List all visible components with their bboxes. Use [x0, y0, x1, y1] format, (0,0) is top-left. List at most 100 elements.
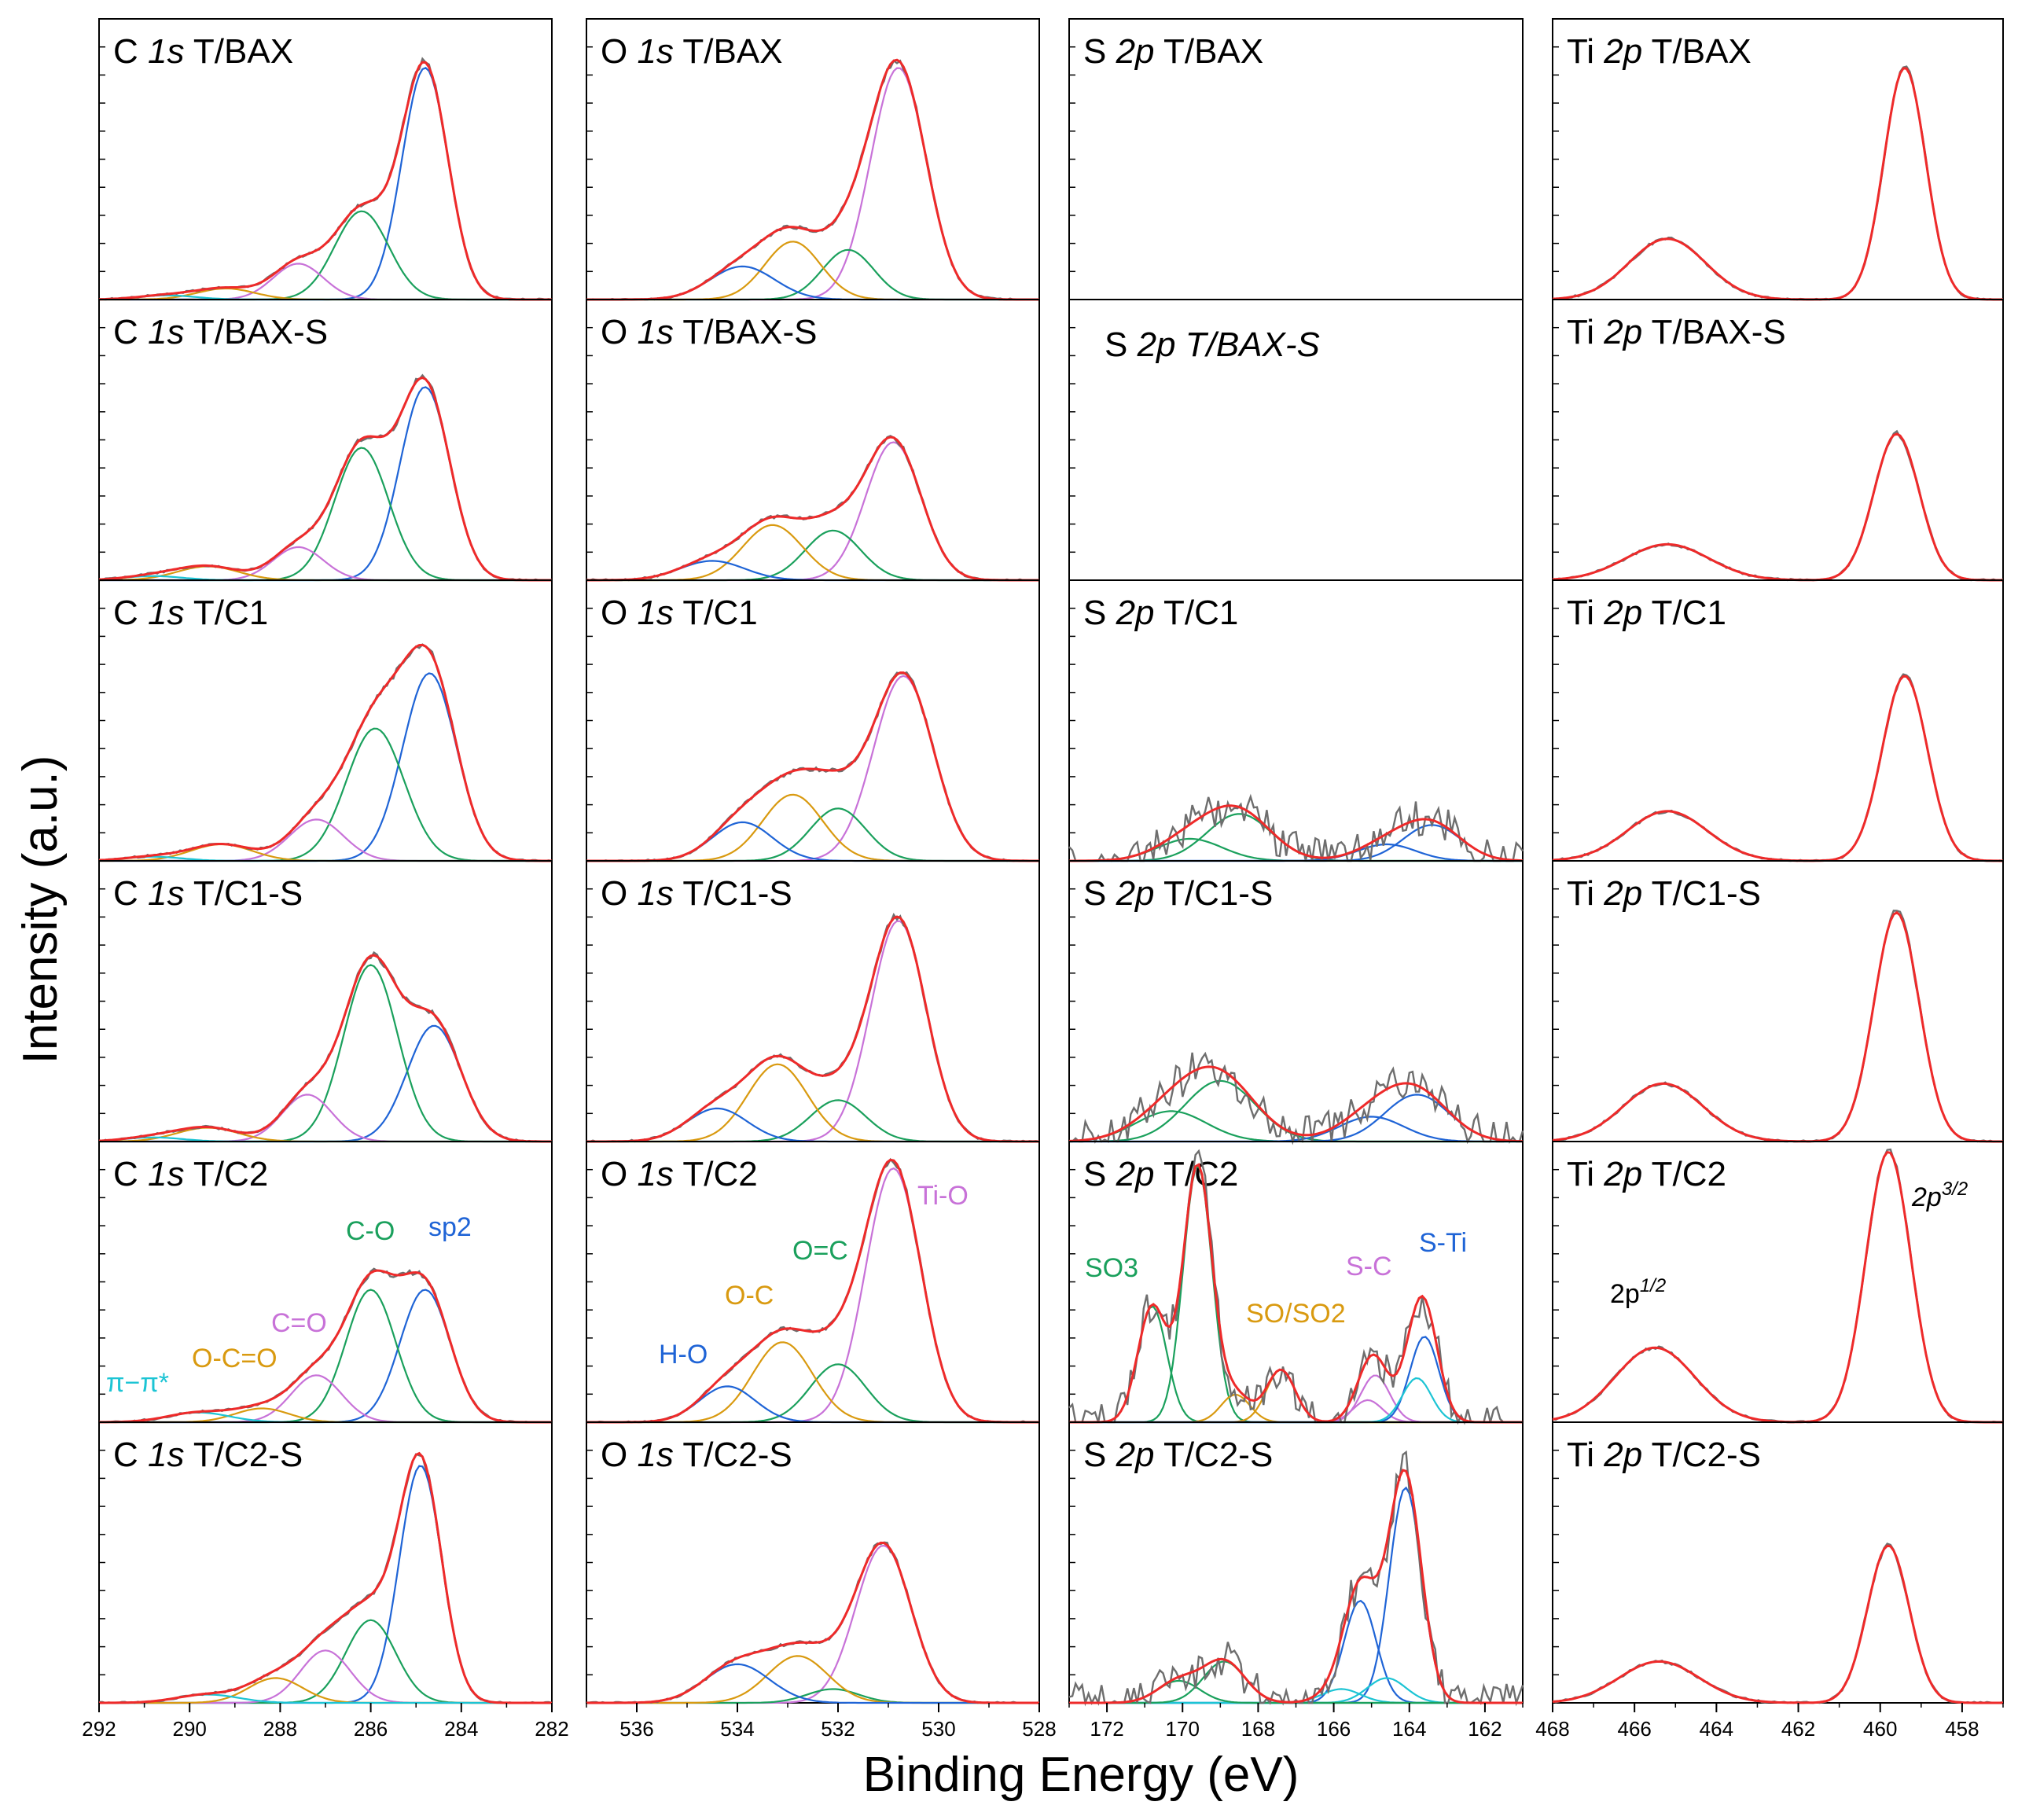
label-c-o: C-O [346, 1216, 395, 1246]
title-element: Ti [1567, 874, 1604, 913]
label-c-eq-o: C=O [271, 1308, 327, 1338]
title-element: O [601, 1436, 637, 1474]
x-tick-label: 462 [1781, 1717, 1815, 1741]
title-sample: T/C2 [1155, 1155, 1239, 1193]
title-orbital: 1s [148, 874, 184, 913]
title-orbital: 2p [1116, 594, 1155, 632]
panel-title: S 2p T/C2 [1083, 1155, 1238, 1193]
title-element: C [113, 313, 148, 351]
title-sample: T/C2-S [1155, 1436, 1274, 1474]
title-sample: T/C2-S [184, 1436, 303, 1474]
title-sample: T/C2 [1642, 1155, 1726, 1193]
panel-title: Ti 2p T/C2 [1567, 1155, 1726, 1193]
panel-title: S 2p T/C1 [1083, 594, 1238, 632]
panel-title: O 1s T/C1 [601, 594, 758, 632]
title-sample: T/C2-S [674, 1436, 792, 1474]
envelope-fit [1552, 67, 2003, 301]
envelope-fit [98, 376, 552, 582]
title-element: C [113, 874, 148, 913]
title-element: Ti [1567, 1436, 1604, 1474]
x-tick-label: 170 [1166, 1717, 1200, 1741]
title-sample: T/BAX-S [674, 313, 818, 351]
panel-ti-2p-5: Ti 2p T/C2-S [1552, 1421, 2004, 1704]
title-orbital: 1s [637, 594, 673, 632]
panel-title: S 2p T/C1-S [1083, 874, 1273, 913]
title-orbital: 1s [148, 1436, 184, 1474]
title-element: S [1083, 1436, 1116, 1474]
title-orbital: 2p [1603, 313, 1642, 351]
panel-title: O 1s T/BAX-S [601, 313, 818, 351]
x-tick-label: 288 [263, 1717, 297, 1741]
title-sample: T/C2 [674, 1155, 758, 1193]
x-tick-label: 282 [535, 1717, 568, 1741]
envelope-fit [98, 643, 552, 862]
title-orbital: 2p [1603, 32, 1642, 71]
title-element: S [1083, 1155, 1116, 1193]
panel-title: O 1s T/BAX [601, 32, 783, 71]
title-element: C [113, 1155, 148, 1193]
envelope-fit [1552, 675, 2003, 862]
title-orbital: 2p [1137, 325, 1176, 364]
envelope-fit [1552, 910, 2003, 1143]
envelope-fit [1068, 1065, 1524, 1143]
panel-title: Ti 2p T/C1 [1567, 594, 1726, 632]
title-orbital: 2p [1116, 1436, 1155, 1474]
label-2p32: 2p3/2 [1911, 1178, 1968, 1212]
x-tick-label: 168 [1241, 1717, 1275, 1741]
title-element: Ti [1567, 1155, 1604, 1193]
title-element: C [113, 32, 148, 71]
panel-title: C 1s T/C2 [113, 1155, 268, 1193]
panel-title: Ti 2p T/C2-S [1567, 1436, 1761, 1474]
title-element: O [601, 874, 637, 913]
title-sample: T/C1-S [184, 874, 303, 913]
envelope-fit [1069, 1163, 1523, 1424]
x-tick-label: 162 [1468, 1717, 1502, 1741]
title-sample: T/C2-S [1642, 1436, 1761, 1474]
title-orbital: 1s [637, 874, 673, 913]
label-so3: SO3 [1085, 1253, 1138, 1283]
panel-title: C 1s T/BAX [113, 32, 293, 71]
envelope-fit [98, 954, 552, 1143]
title-orbital: 1s [148, 313, 184, 351]
x-tick-label: 534 [720, 1717, 754, 1741]
panel-title: C 1s T/C1 [113, 594, 268, 632]
panel-title: C 1s T/C2-S [113, 1436, 303, 1474]
panel-title: O 1s T/C2 [601, 1155, 758, 1193]
raw-data [1068, 793, 1524, 862]
title-orbital: 1s [637, 1155, 673, 1193]
raw-data [1069, 1051, 1524, 1145]
title-sample: T/C1 [184, 594, 268, 632]
title-element: S [1083, 874, 1116, 913]
x-tick-label: 292 [82, 1717, 116, 1741]
x-tick-label: 286 [354, 1717, 388, 1741]
label-s-ti: S-Ti [1419, 1228, 1467, 1258]
envelope-fit [1069, 1469, 1523, 1704]
x-tick-label: 468 [1535, 1717, 1569, 1741]
label-o-eq-c: O=C [792, 1236, 848, 1266]
title-element: Ti [1567, 313, 1604, 351]
label-s-c: S-C [1346, 1252, 1392, 1281]
y-axis-label: Intensity (a.u.) [13, 756, 68, 1064]
label-h-o: H-O [659, 1340, 708, 1370]
title-element: Ti [1567, 594, 1604, 632]
title-sample: T/BAX-S [184, 313, 328, 351]
title-element: S [1105, 325, 1138, 364]
label-so-so2: SO/SO2 [1246, 1299, 1346, 1329]
label-sp2: sp2 [428, 1212, 472, 1242]
title-element: C [113, 594, 148, 632]
envelope-fit [586, 436, 1039, 582]
envelope-fit [1069, 804, 1524, 862]
title-orbital: 1s [148, 594, 184, 632]
title-sample: T/C1-S [1642, 874, 1761, 913]
title-orbital: 2p [1603, 1436, 1642, 1474]
label-ti-o: Ti-O [917, 1181, 969, 1211]
x-tick-label: 458 [1945, 1717, 1979, 1741]
title-sample: T/BAX [1642, 32, 1752, 71]
title-orbital: 2p [1116, 32, 1155, 71]
x-tick-label: 464 [1700, 1717, 1733, 1741]
envelope-fit [1552, 1544, 2003, 1704]
panel-title: C 1s T/BAX-S [113, 313, 328, 351]
title-element: O [601, 313, 637, 351]
